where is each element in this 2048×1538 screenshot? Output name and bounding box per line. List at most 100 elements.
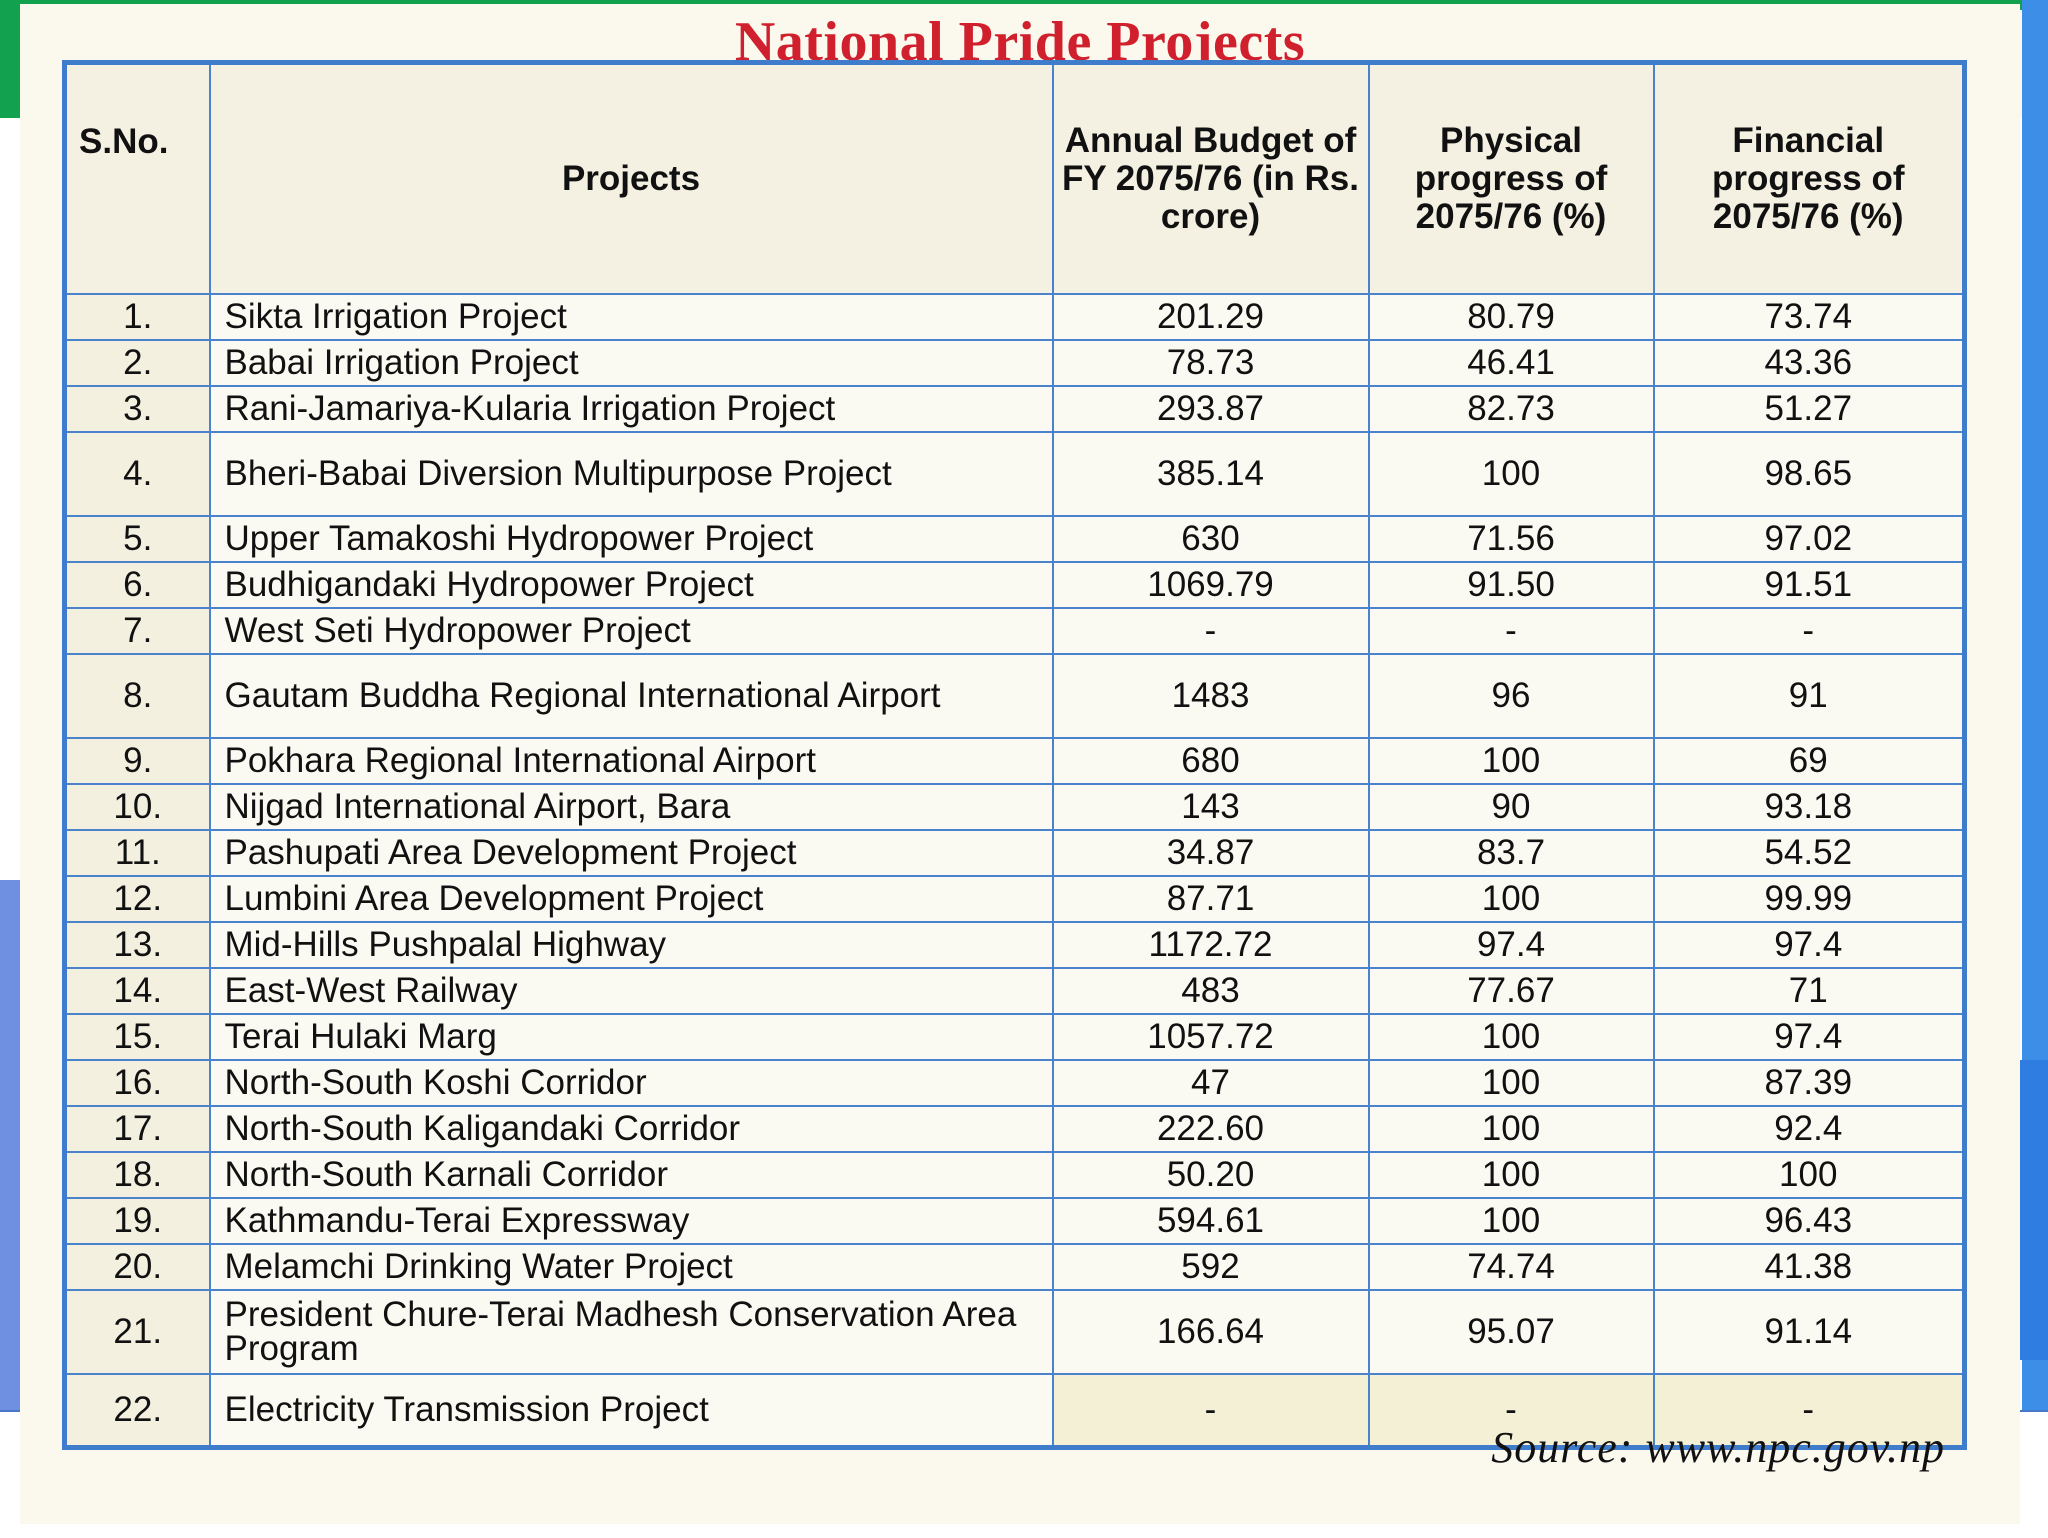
row-sno: 9.: [63, 737, 211, 785]
table-row: 13. Mid-Hills Pushpalal Highway 1172.72 97.…: [63, 921, 1966, 969]
table-row: 2. Babai Irrigation Project 78.73 46.41 43.3…: [63, 339, 1966, 387]
row-sno: 12.: [63, 875, 211, 923]
row-physical-progress: 97.4: [1367, 921, 1655, 969]
row-sno: 14.: [63, 967, 211, 1015]
header-projects: Projects: [208, 61, 1054, 295]
row-financial-progress: 97.4: [1652, 921, 1966, 969]
row-financial-progress: -: [1652, 607, 1966, 655]
row-sno: 6.: [63, 561, 211, 609]
row-project-name: North-South Karnali Corridor: [208, 1151, 1054, 1199]
row-financial-progress: 97.4: [1652, 1013, 1966, 1061]
row-budget: 483: [1051, 967, 1370, 1015]
row-budget: 143: [1051, 783, 1370, 831]
table-row: 19. Kathmandu-Terai Expressway 594.61 100 96…: [63, 1197, 1966, 1245]
source-citation: Source: www.npc.gov.np: [1491, 1423, 1945, 1472]
row-budget: 592: [1051, 1243, 1370, 1291]
row-project-name: Babai Irrigation Project: [208, 339, 1054, 387]
row-sno: 17.: [63, 1105, 211, 1153]
row-financial-progress: 91.14: [1652, 1289, 1966, 1375]
table-row: 11. Pashupati Area Development Project 34.…: [63, 829, 1966, 877]
row-physical-progress: 100: [1367, 1151, 1655, 1199]
row-physical-progress: 100: [1367, 1105, 1655, 1153]
row-financial-progress: 87.39: [1652, 1059, 1966, 1107]
table-row: 9. Pokhara Regional International Airport…: [63, 737, 1966, 785]
row-financial-progress: 98.65: [1652, 431, 1966, 517]
row-budget: 680: [1051, 737, 1370, 785]
header-sno: S.No.: [63, 61, 211, 295]
row-financial-progress: 54.52: [1652, 829, 1966, 877]
row-project-name: Budhigandaki Hydropower Project: [208, 561, 1054, 609]
row-physical-progress: 82.73: [1367, 385, 1655, 433]
row-financial-progress: 41.38: [1652, 1243, 1966, 1291]
projects-table: S.No. Projects Annual Budget of FY 2075/…: [62, 60, 1967, 1450]
row-physical-progress: 100: [1367, 1197, 1655, 1245]
row-budget: 1069.79: [1051, 561, 1370, 609]
row-financial-progress: 92.4: [1652, 1105, 1966, 1153]
row-sno: 19.: [63, 1197, 211, 1245]
row-budget: 201.29: [1051, 293, 1370, 341]
table-row: 22. Electricity Transmission Project - - -: [63, 1373, 1966, 1449]
row-project-name: Terai Hulaki Marg: [208, 1013, 1054, 1061]
header-budget: Annual Budget of FY 2075/76 (in Rs. cror…: [1051, 61, 1370, 295]
table-row: 15. Terai Hulaki Marg 1057.72 100 97.4: [63, 1013, 1966, 1061]
row-sno: 7.: [63, 607, 211, 655]
header-physical-progress: Physical progress of 2075/76 (%): [1367, 61, 1655, 295]
row-physical-progress: 96: [1367, 653, 1655, 739]
row-budget: 1172.72: [1051, 921, 1370, 969]
row-budget: 293.87: [1051, 385, 1370, 433]
row-budget: 47: [1051, 1059, 1370, 1107]
row-financial-progress: 51.27: [1652, 385, 1966, 433]
row-sno: 22.: [63, 1373, 211, 1449]
row-financial-progress: 71: [1652, 967, 1966, 1015]
table-row: 6. Budhigandaki Hydropower Project 1069.79…: [63, 561, 1966, 609]
row-physical-progress: 100: [1367, 431, 1655, 517]
row-financial-progress: 96.43: [1652, 1197, 1966, 1245]
table-body: 1. Sikta Irrigation Project 201.29 80.79 73.…: [63, 293, 1966, 1449]
row-physical-progress: -: [1367, 607, 1655, 655]
row-project-name: West Seti Hydropower Project: [208, 607, 1054, 655]
table-row: 17. North-South Kaligandaki Corridor 222.6…: [63, 1105, 1966, 1153]
table-row: 3. Rani-Jamariya-Kularia Irrigation Proje…: [63, 385, 1966, 433]
row-financial-progress: 73.74: [1652, 293, 1966, 341]
row-physical-progress: 100: [1367, 875, 1655, 923]
row-budget: -: [1051, 1373, 1370, 1449]
table-header-row: S.No. Projects Annual Budget of FY 2075/…: [63, 61, 1966, 295]
row-physical-progress: -: [1367, 1373, 1655, 1449]
row-sno: 16.: [63, 1059, 211, 1107]
row-financial-progress: 69: [1652, 737, 1966, 785]
table-row: 12. Lumbini Area Development Project 87.71…: [63, 875, 1966, 923]
row-sno: 8.: [63, 653, 211, 739]
row-physical-progress: 100: [1367, 737, 1655, 785]
row-project-name: Bheri-Babai Diversion Multipurpose Proje…: [208, 431, 1054, 517]
row-budget: 50.20: [1051, 1151, 1370, 1199]
row-project-name: Pokhara Regional International Airport: [208, 737, 1054, 785]
row-sno: 1.: [63, 293, 211, 341]
row-sno: 21.: [63, 1289, 211, 1375]
row-budget: 87.71: [1051, 875, 1370, 923]
row-sno: 15.: [63, 1013, 211, 1061]
row-project-name: Electricity Transmission Project: [208, 1373, 1054, 1449]
row-physical-progress: 77.67: [1367, 967, 1655, 1015]
table-row: 21. President Chure-Terai Madhesh Conserv…: [63, 1289, 1966, 1375]
row-project-name: North-South Koshi Corridor: [208, 1059, 1054, 1107]
row-sno: 13.: [63, 921, 211, 969]
table-row: 10. Nijgad International Airport, Bara 143…: [63, 783, 1966, 831]
row-physical-progress: 74.74: [1367, 1243, 1655, 1291]
row-sno: 3.: [63, 385, 211, 433]
row-financial-progress: 91: [1652, 653, 1966, 739]
table-row: 5. Upper Tamakoshi Hydropower Project 630 7…: [63, 515, 1966, 563]
row-sno: 4.: [63, 431, 211, 517]
row-sno: 5.: [63, 515, 211, 563]
row-project-name: Sikta Irrigation Project: [208, 293, 1054, 341]
row-budget: 594.61: [1051, 1197, 1370, 1245]
table-row: 16. North-South Koshi Corridor 47 100 87.39: [63, 1059, 1966, 1107]
row-sno: 10.: [63, 783, 211, 831]
table-row: 8. Gautam Buddha Regional International A…: [63, 653, 1966, 739]
row-budget: 166.64: [1051, 1289, 1370, 1375]
row-financial-progress: 91.51: [1652, 561, 1966, 609]
table-row: 1. Sikta Irrigation Project 201.29 80.79 73.…: [63, 293, 1966, 341]
table-row: 14. East-West Railway 483 77.67 71: [63, 967, 1966, 1015]
row-project-name: East-West Railway: [208, 967, 1054, 1015]
row-financial-progress: 99.99: [1652, 875, 1966, 923]
row-project-name: Melamchi Drinking Water Project: [208, 1243, 1054, 1291]
